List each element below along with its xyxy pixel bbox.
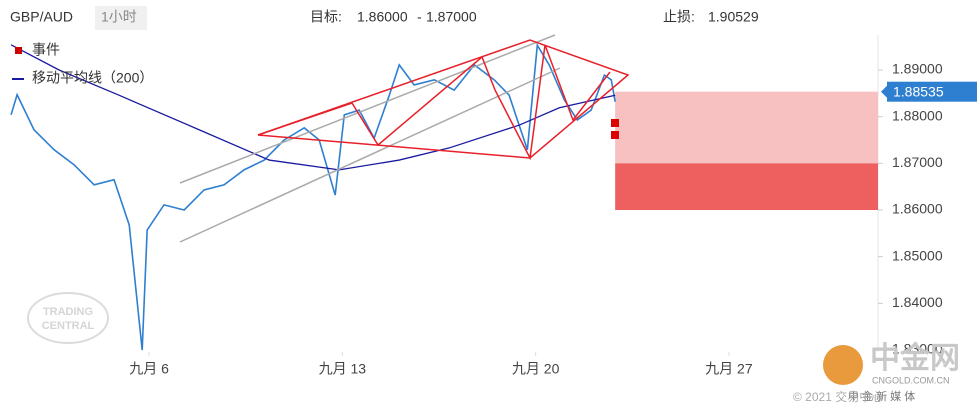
legend-label: 事件 xyxy=(32,42,60,58)
y-tick-label: 1.84000 xyxy=(892,294,943,310)
price-tag xyxy=(887,81,977,102)
watermark: TRADING CENTRAL xyxy=(27,292,109,344)
pattern-line xyxy=(257,44,611,161)
y-tick-label: 1.87000 xyxy=(892,154,943,170)
brand-domain: CNGOLD.COM.CN xyxy=(872,375,950,385)
stop-label: 止损: xyxy=(663,9,695,25)
stop-value: 1.90529 xyxy=(708,9,759,25)
watermark-text: TRADING xyxy=(43,306,93,318)
x-tick-label: 九月 6 xyxy=(129,361,169,377)
price-tag-label: 1.88535 xyxy=(893,83,944,99)
interval-box xyxy=(95,6,147,30)
copyright: © 2021 交易中心 xyxy=(793,389,883,404)
risk-zone xyxy=(615,91,878,164)
y-tick-label: 1.88000 xyxy=(892,107,943,123)
event-marker xyxy=(611,119,619,127)
logo xyxy=(823,345,863,385)
target-low: 1.86000 xyxy=(357,9,408,25)
target-high: 1.87000 xyxy=(426,9,477,25)
watermark-text: CENTRAL xyxy=(42,320,95,332)
price-tag-pointer xyxy=(881,84,888,99)
y-tick-label: 1.89000 xyxy=(892,61,943,77)
legend-swatch xyxy=(15,47,22,54)
target-label: 目标: xyxy=(310,9,342,25)
target-separator: - xyxy=(417,9,422,25)
x-tick-label: 九月 27 xyxy=(705,361,753,377)
y-tick-label: 1.85000 xyxy=(892,247,943,263)
interval: 1小时 xyxy=(101,9,137,25)
annotations xyxy=(179,34,630,243)
y-tick-label: 1.86000 xyxy=(892,201,943,217)
y-tick-label: 1.83000 xyxy=(892,341,943,357)
watermark-ring xyxy=(27,292,109,344)
brand-media: 中 金 新 媒 体 xyxy=(848,389,915,403)
plot: 1.89000 1.88000 1.87000 1.86000 1.85000 1.840… xyxy=(10,42,943,377)
pattern-line xyxy=(257,39,630,159)
symbol: GBP/AUD xyxy=(10,9,73,25)
x-tick-label: 九月 20 xyxy=(512,361,560,377)
target-zone xyxy=(615,163,878,210)
event-marker xyxy=(611,131,619,139)
legend-label: 移动平均线（200） xyxy=(32,70,153,86)
channel-line xyxy=(179,67,561,243)
x-tick-label: 九月 13 xyxy=(319,361,367,377)
channel-line xyxy=(179,34,556,184)
brand-name: 中金网 xyxy=(870,341,960,375)
